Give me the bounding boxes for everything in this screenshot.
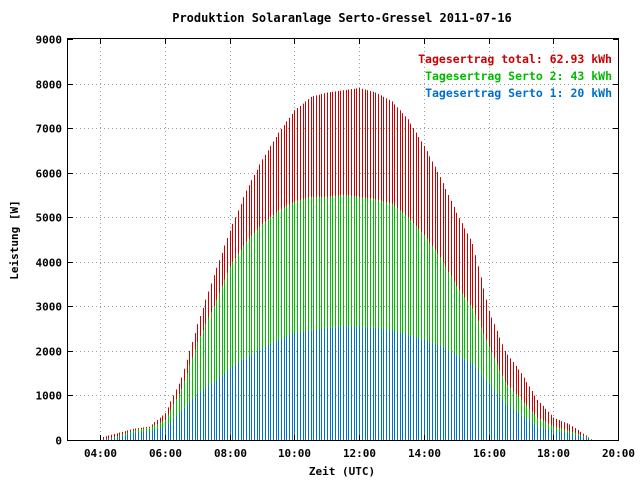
legend-serto-2: Tagesertrag Serto 2: 43 kWh: [425, 69, 612, 83]
ticks: 0 1000 2000 3000 4000 5000 6000 7000 8000 9000 04:…: [36, 34, 636, 461]
x-tick-label: 12:00: [343, 447, 376, 460]
y-tick-label: 2000: [36, 346, 63, 359]
y-tick-label: 8000: [36, 79, 63, 92]
y-tick-label: 0: [55, 435, 62, 448]
x-tick-label: 06:00: [149, 447, 182, 460]
x-tick-label: 04:00: [84, 447, 117, 460]
x-axis-label: Zeit (UTC): [309, 465, 375, 478]
x-tick-label: 10:00: [278, 447, 311, 460]
y-tick-label: 9000: [36, 34, 63, 47]
y-axis-label: Leistung [W]: [8, 200, 21, 279]
legend-total: Tagesertrag total: 62.93 kWh: [418, 52, 612, 66]
bars: [100, 88, 592, 440]
y-tick-label: 4000: [36, 257, 63, 270]
y-tick-label: 6000: [36, 168, 63, 181]
x-tick-label: 14:00: [408, 447, 441, 460]
y-tick-label: 3000: [36, 301, 63, 314]
legend-serto-1: Tagesertrag Serto 1: 20 kWh: [425, 86, 612, 100]
y-tick-label: 5000: [36, 212, 63, 225]
y-tick-label: 7000: [36, 123, 63, 136]
plot-frame: [67, 38, 619, 441]
x-tick-label: 18:00: [537, 447, 570, 460]
x-tick-label: 08:00: [214, 447, 247, 460]
x-tick-label: 20:00: [602, 447, 635, 460]
legend: Tagesertrag total: 62.93 kWh Tagesertrag …: [418, 52, 612, 100]
x-tick-label: 16:00: [473, 447, 506, 460]
y-tick-label: 1000: [36, 390, 63, 403]
chart-title: Produktion Solaranlage Serto-Gressel 201…: [172, 11, 512, 25]
